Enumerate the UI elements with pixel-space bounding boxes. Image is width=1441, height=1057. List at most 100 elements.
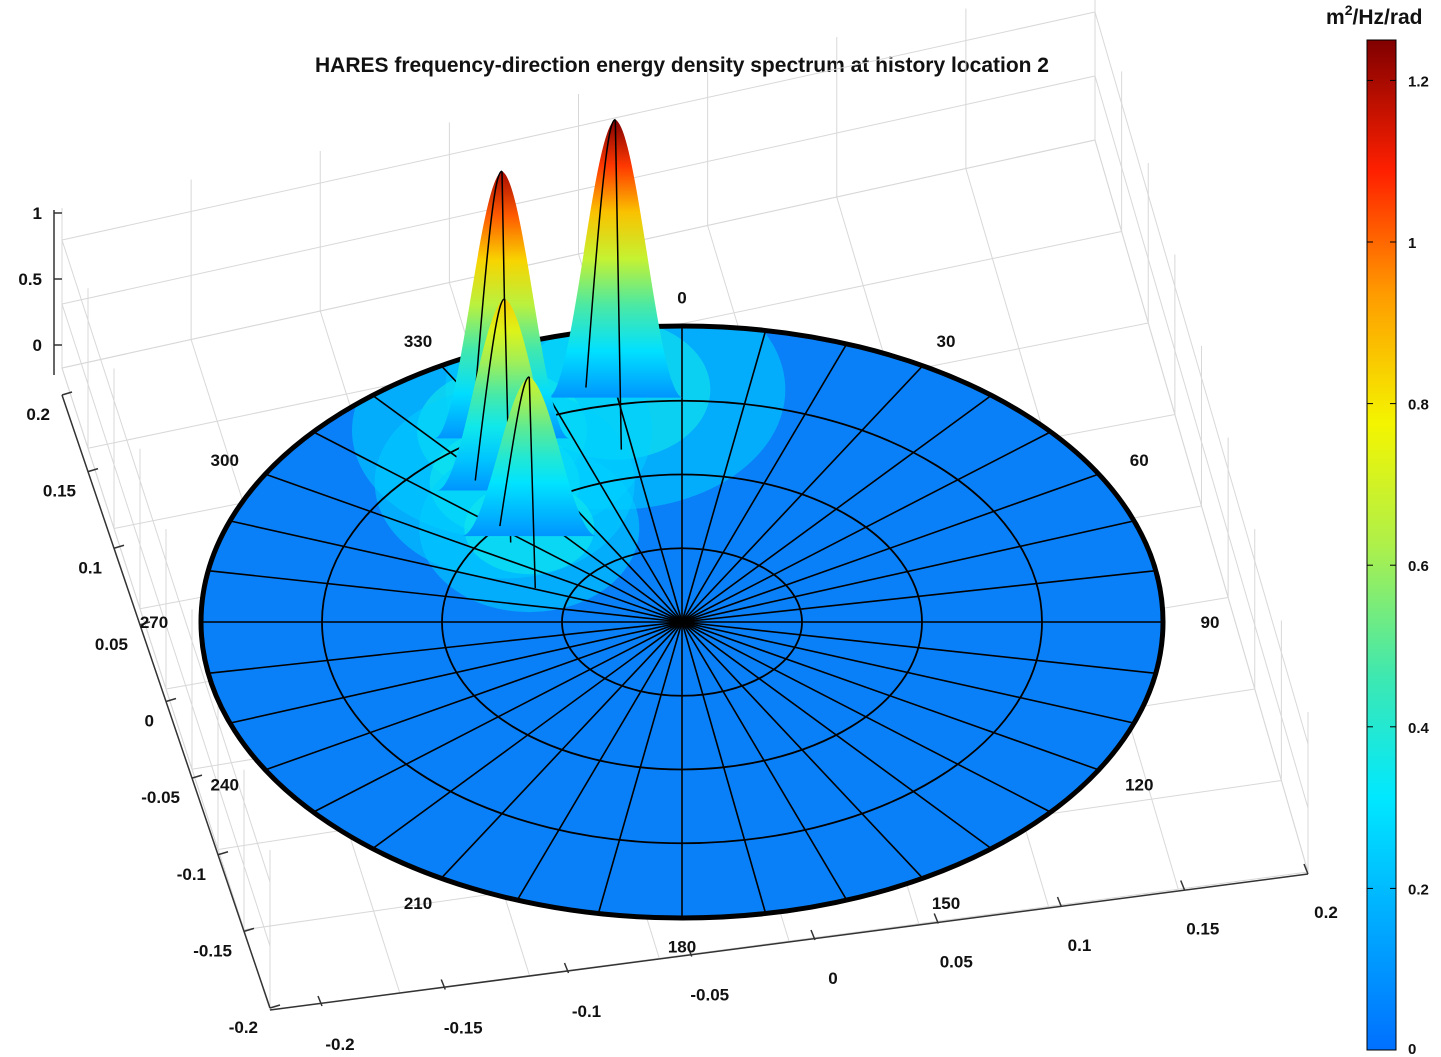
peak-contour [471,170,503,429]
direction-spoke [681,473,1098,623]
direction-label: 300 [211,451,239,470]
x-tick [317,995,323,1007]
direction-spoke [597,621,683,913]
y-tick [139,621,151,626]
y-tick-label: 0.2 [26,405,50,424]
grid-back-horizontal [61,75,1096,305]
x-tick-label: -0.05 [690,986,729,1005]
direction-spoke [313,621,683,813]
direction-spoke [372,621,683,849]
polar-grid [200,325,1164,919]
direction-labels: 0 30 60 90 120 150 180 210 240 270 300 330 [140,289,1220,957]
x-tick-label: 0.1 [1068,936,1092,955]
colorbar-tick-label: 1.2 [1408,73,1429,90]
y-tick-label: 0.1 [78,558,102,577]
peak-contour [585,118,616,388]
y-tick-label: 0.05 [95,635,128,654]
x-axis-line [269,873,1309,1011]
y-tick [61,391,73,396]
grid-left-horizontal [61,367,271,1011]
grid-right-horizontal [1094,139,1309,873]
spectrum-surface [198,118,1166,921]
direction-spoke [681,621,1134,724]
y-tick [87,467,99,473]
direction-spoke [681,431,1051,623]
y-tick [113,544,125,549]
colorbar-tick-label: 1 [1408,235,1416,252]
grid-back-horizontal [61,11,1096,241]
direction-spoke [266,473,683,623]
x-tick-label: 0.2 [1314,903,1338,922]
colorbar-tick-label: 0.8 [1408,397,1429,414]
direction-spoke [681,365,923,623]
x-tick [563,962,570,974]
grid-back-horizontal [61,139,1096,369]
colorbar-tick-label: 0.2 [1408,881,1429,898]
direction-label: 330 [404,332,432,351]
direction-spoke [681,395,992,623]
direction-spoke [681,621,767,913]
direction-spoke [681,621,1155,675]
colorbar: 0 0.2 0.4 0.6 0.8 1 1.2 m2/Hz/rad [1326,2,1430,1057]
direction-spoke [681,621,992,849]
direction-spoke [681,621,1098,771]
direction-spoke [517,621,683,900]
colorbar-gradient [1366,39,1397,1051]
x-tick [1180,880,1186,891]
direction-label: 90 [1201,613,1220,632]
direction-label: 120 [1125,775,1153,794]
energy-peak [462,376,597,537]
y-tick [165,697,177,703]
grid-right-horizontal [1094,75,1309,809]
x-tick [1303,863,1309,875]
direction-label: 30 [937,332,956,351]
x-tick [687,946,693,957]
colorbar-tick-label: 0.6 [1408,558,1429,575]
colorbar-label: m2/Hz/rad [1326,2,1423,29]
direction-label: 270 [140,613,168,632]
direction-spoke [681,621,847,900]
z-axis: 00.51 [18,204,62,375]
chart-title: HARES frequency-direction energy density… [315,54,1049,77]
colorbar-ticks: 0 0.2 0.4 0.6 0.8 1 1.2 [1367,73,1430,1057]
energy-peak [548,119,683,398]
y-tick [243,927,255,933]
x-tick-label: 0.15 [1186,920,1219,939]
direction-label: 0 [677,289,686,308]
direction-label: 60 [1130,451,1149,470]
x-axis: -0.2 -0.15 -0.1 -0.05 0 0.05 0.1 0.15 0.2 [269,863,1338,1054]
y-tick-label: -0.05 [141,788,180,807]
x-tick [1056,896,1063,908]
peak-spoke [614,119,623,450]
direction-spoke [266,621,683,771]
direction-spoke [441,621,683,879]
grid-left-horizontal [61,239,271,883]
x-tick-label: 0 [828,969,837,988]
y-tick-label: -0.2 [229,1018,258,1037]
direction-spoke [230,520,683,623]
direction-spoke [681,569,1155,623]
x-tick-label: 0.05 [940,953,973,972]
direction-spoke [681,520,1134,623]
peak-spoke [528,376,537,589]
colorbar-label-rest: /Hz/rad [1352,6,1422,29]
direction-spoke [681,621,923,879]
y-tick [217,851,229,856]
direction-spoke [209,569,683,623]
peak-contour [499,376,530,527]
direction-label: 210 [404,894,432,913]
colorbar-tick-label: 0 [1408,1041,1416,1057]
direction-spoke [230,621,683,724]
direction-spoke [681,344,847,623]
direction-label: 150 [932,894,960,913]
direction-spoke [681,331,767,623]
x-tick [440,979,446,990]
direction-label: 240 [211,775,239,794]
grid-right-horizontal [1094,11,1309,745]
x-tick [933,913,939,924]
y-tick [269,1004,281,1009]
y-tick-label: -0.15 [193,941,232,960]
z-tick-label: 1 [33,204,42,223]
direction-spoke [209,621,683,675]
